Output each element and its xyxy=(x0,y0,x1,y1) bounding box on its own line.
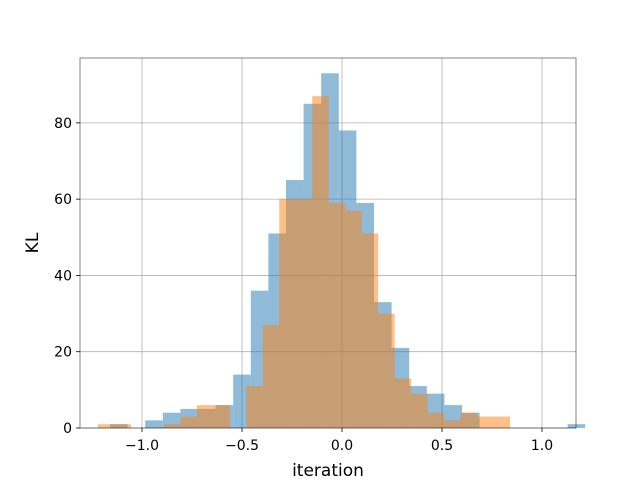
histogram-bar-series-2 xyxy=(345,210,362,428)
histogram-bar-series-2 xyxy=(328,202,346,428)
x-tick-label: 1.0 xyxy=(531,438,553,454)
histogram-bar-series-2 xyxy=(312,96,329,428)
histogram-bar-series-2 xyxy=(477,416,494,428)
histogram-bar-series-2 xyxy=(427,412,445,428)
histogram-bar-series-2 xyxy=(361,233,379,428)
y-axis-label: KL xyxy=(23,232,43,253)
histogram-bar-series-2 xyxy=(262,325,280,428)
y-tick-label: 20 xyxy=(54,345,72,361)
histogram-bars xyxy=(98,73,586,429)
y-tick-label: 40 xyxy=(54,268,72,284)
x-tick-label: 0.5 xyxy=(431,438,453,454)
x-tick-label: 0.0 xyxy=(331,438,353,454)
histogram-bar-series-2 xyxy=(213,405,230,428)
histogram-bar-series-2 xyxy=(378,313,395,428)
x-axis-label: iteration xyxy=(292,461,364,480)
histogram-bar-series-2 xyxy=(460,412,478,428)
histogram-bar-series-2 xyxy=(196,405,214,428)
histogram-bar-series-2 xyxy=(114,424,131,428)
x-tick-label: −1.0 xyxy=(125,438,159,454)
x-tick-label: −0.5 xyxy=(225,438,259,454)
histogram-bar-series-1 xyxy=(145,420,163,428)
histogram-bar-series-2 xyxy=(493,416,510,428)
histogram-bar-series-2 xyxy=(246,386,263,428)
histogram-bar-series-2 xyxy=(411,393,428,428)
histogram-bar-series-2 xyxy=(444,420,461,428)
y-tick-label: 60 xyxy=(54,192,72,208)
histogram-bar-series-2 xyxy=(295,199,313,428)
histogram-bar-series-2 xyxy=(394,378,412,428)
histogram-bar-series-2 xyxy=(279,199,296,428)
histogram-bar-series-2 xyxy=(180,416,197,428)
histogram-bar-series-2 xyxy=(163,424,181,428)
histogram-bar-series-2 xyxy=(98,424,115,428)
y-tick-label: 0 xyxy=(63,421,72,437)
y-tick-label: 80 xyxy=(54,116,72,132)
plot-frame xyxy=(79,57,577,429)
axis-ticks: −1.0 −0.5 0.0 0.5 1.0 0 20 40 60 80 xyxy=(54,116,553,454)
